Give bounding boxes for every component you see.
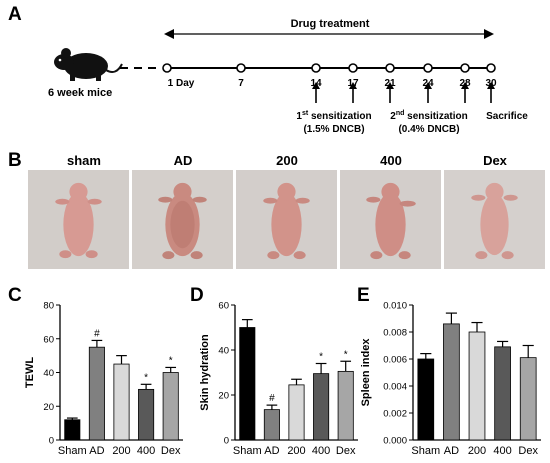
timeline-day-label: 7 (238, 78, 244, 89)
photo-label-ad: AD (173, 153, 193, 168)
y-tick-label: 20 (43, 402, 54, 413)
x-tick-label: Sham (233, 445, 262, 457)
drug-treatment-label: Drug treatment (291, 18, 370, 30)
mouse-photo-400 (340, 170, 441, 269)
y-tick-label: 60 (218, 301, 229, 312)
x-tick-label: Sham (58, 445, 87, 457)
bar (443, 323, 460, 441)
panel-label-b: B (8, 150, 22, 171)
bar (313, 373, 330, 441)
photo-label-dex: Dex (483, 153, 507, 168)
x-tick-label: 200 (287, 445, 305, 457)
bar (288, 384, 305, 441)
sensitization-1-dose: (1.5% DNCB) (303, 124, 364, 135)
mouse-photo-200 (236, 170, 337, 269)
photo-label-sham: sham (67, 153, 101, 168)
panel-label-a: A (8, 4, 22, 25)
bar (64, 419, 81, 441)
x-tick-label: 200 (112, 445, 130, 457)
y-tick-label: 0.004 (383, 382, 407, 393)
significance-mark: * (344, 349, 348, 360)
photo-label-400: 400 (380, 153, 402, 168)
bar (138, 388, 155, 441)
mouse-photo-ad (132, 170, 233, 269)
mouse-photo-sham (28, 170, 129, 269)
sensitization-2-dose: (0.4% DNCB) (398, 124, 459, 135)
bar (88, 346, 105, 441)
bar (468, 331, 486, 441)
x-tick-label: Sham (411, 445, 440, 457)
significance-mark: * (319, 352, 323, 363)
y-tick-label: 60 (43, 334, 54, 345)
y-tick-label: 40 (218, 346, 229, 357)
y-axis-label: Spleen index (360, 338, 372, 407)
significance-mark: # (94, 328, 100, 339)
x-tick-label: AD (89, 445, 104, 457)
panel-label-e: E (357, 285, 370, 306)
bar (337, 370, 354, 441)
y-tick-label: 0.000 (383, 436, 407, 447)
tewl-bar-chart: 0 20 40 60 80 TEWL Sham # AD 200 * 400 * Dex (24, 301, 183, 457)
mouse-icon (54, 48, 123, 81)
y-tick-label: 80 (43, 301, 54, 312)
x-tick-label: Dex (161, 445, 181, 457)
y-tick-label: 0.002 (383, 409, 407, 420)
x-tick-label: 200 (468, 445, 486, 457)
y-tick-label: 40 (43, 368, 54, 379)
timeline-diagram: Drug treatment 6 week mice 1 Day71417212… (48, 18, 528, 135)
timeline-point (236, 63, 246, 73)
bar (494, 346, 511, 441)
timeline-point (460, 63, 470, 73)
sensitization-1-label: 1st sensitization (296, 110, 371, 122)
y-tick-label: 0.006 (383, 355, 407, 366)
y-axis-label: Skin hydration (199, 334, 211, 411)
y-tick-label: 0.010 (383, 301, 407, 312)
y-tick-label: 20 (218, 391, 229, 402)
y-tick-label: 0 (224, 436, 229, 447)
panel-label-d: D (190, 285, 204, 306)
bar (417, 358, 435, 441)
panel-label-c: C (8, 285, 22, 306)
mouse-label: 6 week mice (48, 87, 112, 99)
timeline-point (311, 63, 321, 73)
significance-mark: * (144, 372, 148, 383)
timeline-point (486, 63, 496, 73)
bar (239, 327, 256, 441)
x-tick-label: 400 (137, 445, 155, 457)
x-tick-label: 400 (493, 445, 511, 457)
sensitization-2-label: 2nd sensitization (390, 110, 467, 122)
x-tick-label: 400 (312, 445, 330, 457)
significance-mark: # (269, 393, 275, 404)
significance-mark: * (169, 355, 173, 366)
x-tick-label: Dex (518, 445, 538, 457)
bar (263, 409, 280, 441)
x-tick-label: AD (444, 445, 459, 457)
bar (162, 372, 179, 441)
photo-label-200: 200 (276, 153, 298, 168)
spleen-index-bar-chart: 0.000 0.002 0.004 0.006 0.008 0.010 Spleen ind… (360, 301, 541, 457)
y-tick-label: 0.008 (383, 328, 407, 339)
bar (519, 357, 537, 441)
x-tick-label: AD (264, 445, 279, 457)
mouse-photo-dex (444, 170, 545, 269)
x-tick-label: Dex (336, 445, 356, 457)
timeline-point (423, 63, 433, 73)
timeline-point (162, 63, 172, 73)
timeline-point (348, 63, 358, 73)
y-axis-label: TEWL (24, 357, 36, 388)
skin-hydration-bar-chart: 0 20 40 60 Skin hydration Sham # AD 200 * 400 * Dex (199, 301, 358, 457)
timeline-point (385, 63, 395, 73)
bar (113, 363, 130, 441)
sacrifice-label: Sacrifice (486, 111, 528, 122)
timeline-day-label: 1 Day (168, 78, 195, 89)
y-tick-label: 0 (49, 436, 54, 447)
